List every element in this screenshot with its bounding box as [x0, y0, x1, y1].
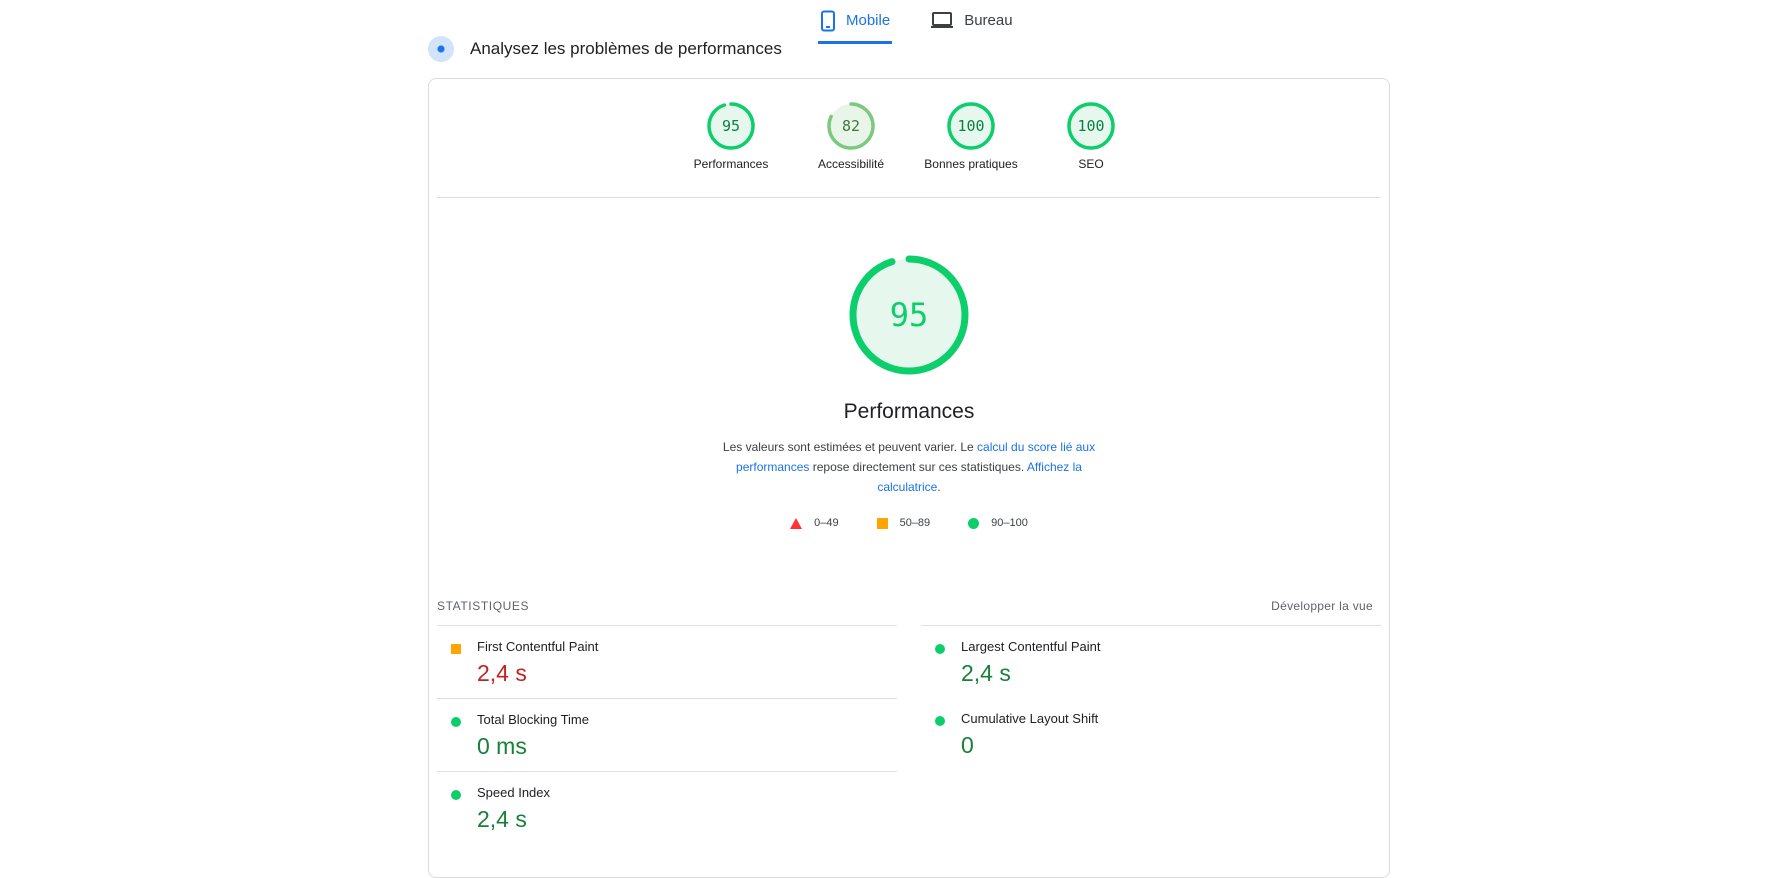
smartphone-icon	[820, 10, 836, 32]
section-header: Analysez les problèmes de performances	[428, 36, 782, 62]
pass-circle-icon	[451, 717, 461, 727]
gauge-seo[interactable]: 100 SEO	[1031, 101, 1151, 171]
metric-name: Total Blocking Time	[477, 712, 589, 727]
circle-icon	[968, 517, 980, 529]
score-description: Les valeurs sont estimées et peuvent var…	[719, 437, 1099, 497]
legend-fail: 0–49	[790, 517, 839, 529]
metric-name: Speed Index	[477, 785, 551, 800]
score-calculation-link[interactable]: calcul du score lié aux performances	[736, 440, 1096, 474]
tab-mobile[interactable]: Mobile	[818, 0, 893, 44]
triangle-icon	[790, 517, 803, 529]
gauge-ring: 95	[707, 102, 755, 150]
gauge-score: 100	[957, 117, 984, 135]
legend-pass: 90–100	[968, 517, 1028, 529]
legend-average: 50–89	[876, 517, 931, 529]
diagnose-icon	[428, 36, 454, 62]
gauge-label: SEO	[1078, 157, 1104, 171]
metric-value: 2,4 s	[477, 806, 527, 832]
gauge-accessibilite[interactable]: 82 Accessibilité	[791, 101, 911, 171]
main-score: 95	[890, 296, 929, 334]
gauge-bonnes-pratiques[interactable]: 100 Bonnes pratiques	[911, 101, 1031, 171]
legend-label: 0–49	[814, 517, 839, 529]
gauge-ring: 82	[827, 102, 875, 150]
pass-circle-icon	[451, 790, 461, 800]
pass-circle-icon	[935, 716, 945, 726]
report-card: 95 Performances 82 Accessibilité 100 Bon…	[428, 78, 1390, 878]
metric-si: Speed Index 2,4 s	[437, 771, 897, 844]
score-legend: 0–49 50–89 90–100	[429, 517, 1389, 529]
expand-view-button[interactable]: Développer la vue	[1271, 599, 1373, 613]
legend-label: 50–89	[899, 517, 931, 529]
gauge-score: 95	[722, 117, 740, 135]
pass-circle-icon	[935, 644, 945, 654]
gauge-score: 82	[842, 117, 860, 135]
metric-name: First Contentful Paint	[477, 639, 599, 654]
performance-title: Performances	[843, 400, 975, 423]
gauge-ring: 100	[1067, 102, 1115, 150]
device-tabs: Mobile Bureau	[818, 0, 1015, 44]
gauge-score: 100	[1077, 117, 1104, 135]
metric-fcp: First Contentful Paint 2,4 s	[437, 625, 897, 698]
metric-cls: Cumulative Layout Shift 0	[921, 698, 1381, 770]
gauge-label: Performances	[693, 157, 769, 171]
square-icon	[876, 517, 888, 529]
calculator-link[interactable]: Affichez la calculatrice	[877, 460, 1082, 494]
section-title: Analysez les problèmes de performances	[470, 39, 782, 58]
metric-name: Largest Contentful Paint	[961, 639, 1101, 654]
category-gauges: 95 Performances 82 Accessibilité 100 Bon…	[429, 101, 1389, 191]
main-performance-gauge: 95	[847, 253, 971, 382]
desc-text: .	[937, 480, 941, 494]
stats-header: STATISTIQUES Développer la vue	[437, 599, 1373, 613]
metric-value: 2,4 s	[961, 660, 1011, 686]
metric-value: 2,4 s	[477, 660, 527, 686]
metric-value: 0	[961, 732, 974, 758]
tab-desktop-label: Bureau	[964, 11, 1013, 29]
gauge-performances[interactable]: 95 Performances	[671, 101, 791, 171]
gauge-ring: 100	[947, 102, 995, 150]
metric-lcp: Largest Contentful Paint 2,4 s	[921, 625, 1381, 698]
tab-mobile-label: Mobile	[846, 12, 891, 29]
desc-text: Les valeurs sont estimées et peuvent var…	[722, 440, 978, 454]
divider	[437, 197, 1381, 198]
metric-tbt: Total Blocking Time 0 ms	[437, 698, 897, 771]
desc-text: repose directement sur ces statistiques.	[809, 460, 1027, 474]
metric-name: Cumulative Layout Shift	[961, 711, 1099, 726]
tab-desktop[interactable]: Bureau	[928, 0, 1014, 40]
average-square-icon	[451, 644, 461, 654]
laptop-icon	[930, 11, 954, 29]
legend-label: 90–100	[991, 517, 1028, 529]
gauge-label: Accessibilité	[817, 157, 885, 171]
gauge-label: Bonnes pratiques	[924, 157, 1018, 171]
metric-value: 0 ms	[477, 733, 527, 759]
stats-heading: STATISTIQUES	[437, 599, 530, 613]
